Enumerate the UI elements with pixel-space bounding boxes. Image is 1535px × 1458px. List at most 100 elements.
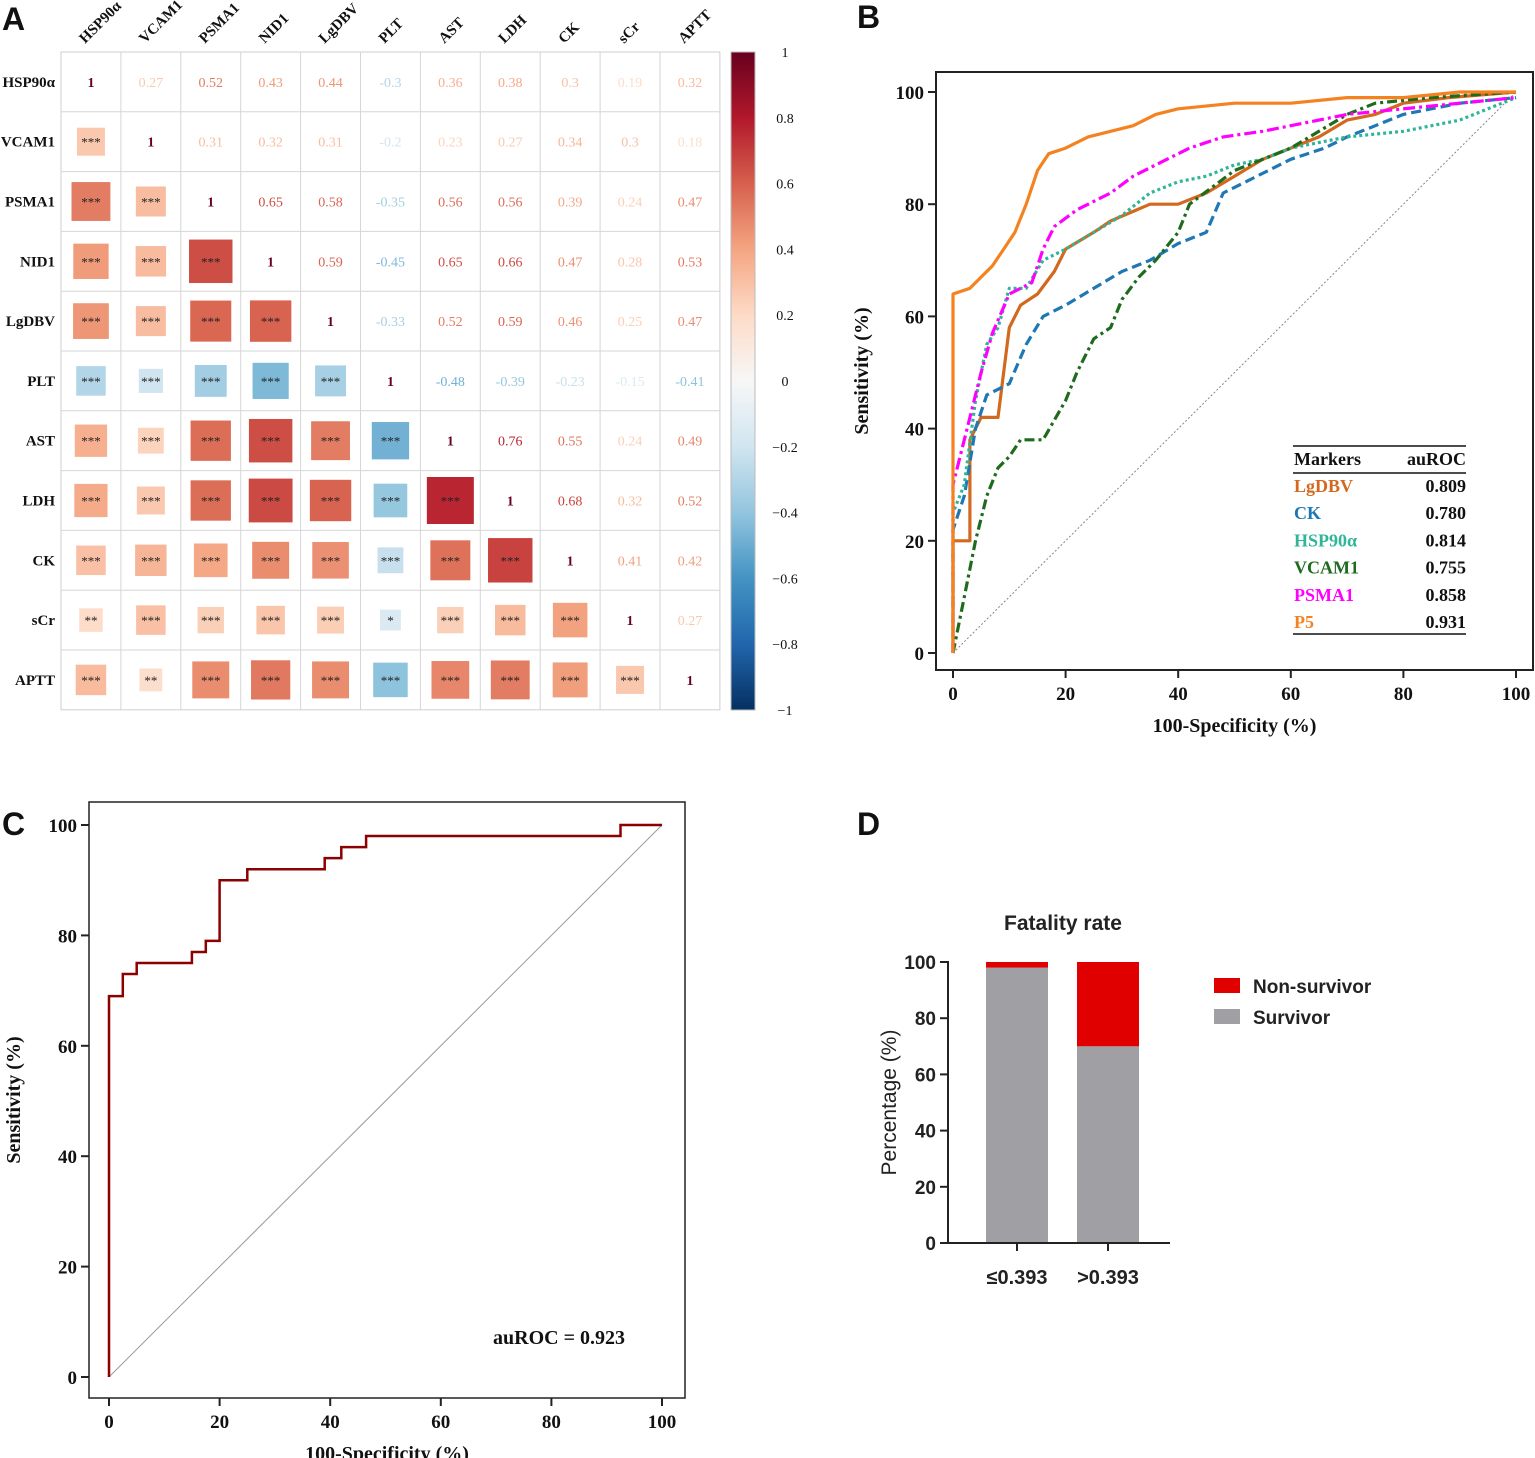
y-tick-label: 100 (896, 83, 925, 104)
heatmap-value: 0.19 (618, 76, 643, 91)
heatmap-square (495, 604, 526, 636)
heatmap-square (373, 483, 408, 518)
y-tick-label: 60 (915, 1065, 936, 1086)
heatmap-value: 0.47 (678, 315, 703, 330)
x-tick-label: 40 (1169, 684, 1188, 705)
heatmap-significance: *** (141, 254, 161, 269)
legend-header-auroc: auROC (1407, 449, 1466, 469)
heatmap-square (197, 606, 224, 634)
heatmap-value: -0.48 (436, 375, 465, 390)
heatmap-frame (60, 51, 721, 711)
heatmap-significance: *** (441, 673, 461, 688)
heatmap-significance: *** (441, 494, 461, 509)
heatmap-square (74, 424, 108, 457)
heatmap-significance: *** (381, 494, 401, 509)
heatmap-value: 0.56 (498, 196, 523, 211)
colorbar-tick-label: 1 (782, 46, 789, 61)
heatmap-significance: *** (501, 673, 521, 688)
y-tick-label: 40 (915, 1122, 936, 1143)
roc-single-chart: 0 20 40 60 80 100 0 20 40 60 80 100 100-Specificity … (3, 801, 686, 1458)
legend-marker-auroc: 0.809 (1426, 476, 1467, 496)
heatmap-square (75, 664, 107, 696)
heatmap-row-label: PSMA1 (5, 195, 55, 211)
heatmap-col-label: CK (556, 19, 583, 46)
legend-marker-name: VCAM1 (1294, 558, 1359, 578)
heatmap-value: -0.2 (379, 136, 401, 151)
heatmap-value: 0.55 (558, 435, 583, 450)
heatmap-square (371, 422, 410, 460)
heatmap-significance: *** (261, 553, 281, 568)
heatmap-square (431, 661, 470, 699)
y-tick-label: 40 (905, 420, 924, 441)
heatmap-square (76, 545, 106, 576)
x-tick-label: 0 (948, 684, 958, 705)
chart-title: Fatality rate (1004, 912, 1122, 935)
y-axis-label: Percentage (%) (878, 1030, 901, 1176)
heatmap-value: 1 (207, 196, 214, 211)
heatmap-row-label: sCr (32, 613, 56, 629)
heatmap-value: 0.32 (678, 76, 703, 91)
heatmap-significance: ** (144, 673, 157, 688)
heatmap-value: 0.3 (561, 76, 579, 91)
heatmap-significance: *** (201, 254, 221, 269)
heatmap-col-label: HSP90α (76, 0, 125, 47)
legend-marker-name: PSMA1 (1294, 585, 1354, 605)
heatmap-value: 0.23 (438, 136, 463, 151)
heatmap-value: 0.31 (199, 136, 224, 151)
heatmap-significance: *** (321, 613, 341, 628)
heatmap-value: 0.42 (678, 554, 703, 569)
y-tick-label: 20 (915, 1178, 936, 1199)
heatmap-value: 1 (327, 315, 334, 330)
panel-label-d: D (857, 806, 880, 842)
heatmap-value: -0.45 (376, 255, 405, 270)
legend-marker-name: LgDBV (1294, 476, 1353, 496)
heatmap-significance: *** (201, 434, 221, 449)
heatmap-significance: *** (261, 613, 281, 628)
heatmap-col-label: VCAM1 (136, 0, 186, 47)
x-tick-label: 80 (542, 1412, 561, 1433)
heatmap-square (190, 300, 232, 342)
heatmap-square (139, 668, 163, 692)
heatmap-square (317, 606, 345, 634)
heatmap-square (73, 303, 109, 339)
heatmap-value: 1 (686, 674, 693, 689)
heatmap-value: 0.43 (258, 76, 283, 91)
heatmap-square (79, 608, 103, 632)
x-tick-label: 0 (104, 1412, 114, 1433)
colorbar-tick-label: −0.8 (772, 638, 797, 653)
heatmap-value: 0.39 (558, 196, 583, 211)
heatmap-square (311, 421, 350, 461)
colorbar-tick-label: 0.4 (776, 243, 794, 258)
legend-label: Non-survivor (1253, 977, 1372, 998)
y-tick-label: 100 (904, 953, 936, 974)
legend-marker-auroc: 0.931 (1426, 612, 1467, 632)
heatmap-significance: *** (201, 673, 221, 688)
heatmap-significance: *** (81, 553, 101, 568)
heatmap-significance: *** (201, 553, 221, 568)
colorbar-tick-label: −0.6 (772, 572, 797, 587)
heatmap-value: 0.59 (498, 315, 523, 330)
y-tick-label: 80 (905, 195, 924, 216)
heatmap-value: 0.41 (618, 554, 643, 569)
heatmap-significance: *** (261, 314, 281, 329)
heatmap-significance: *** (141, 374, 161, 389)
heatmap-value: 0.53 (678, 255, 703, 270)
heatmap-value: 0.52 (199, 76, 224, 91)
heatmap-value: -0.41 (675, 375, 704, 390)
heatmap-significance: *** (261, 374, 281, 389)
colorbar-tick-label: −0.2 (772, 441, 797, 456)
roc-multi-marker-chart: 0 20 40 60 80 100 0 20 40 60 80 100 100-Specificity … (851, 71, 1534, 737)
colorbar-tick-label: 0.2 (776, 309, 794, 324)
heatmap-significance: *** (81, 195, 101, 210)
heatmap-significance: *** (560, 673, 580, 688)
y-tick-label: 60 (905, 307, 924, 328)
heatmap-value: 0.36 (438, 76, 463, 91)
heatmap-significance: *** (141, 613, 161, 628)
heatmap-significance: *** (261, 494, 281, 509)
heatmap-value: 1 (387, 375, 394, 390)
heatmap-value: 0.31 (318, 136, 343, 151)
heatmap-col-label: LDH (496, 12, 531, 47)
heatmap-square (552, 662, 588, 698)
y-axis-label: Sensitivity (%) (3, 1036, 25, 1163)
heatmap-value: 0.47 (678, 196, 703, 211)
